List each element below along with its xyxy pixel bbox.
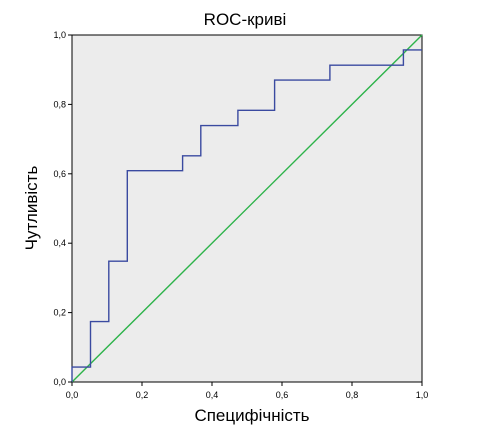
x-tick-label: 0,4 — [206, 390, 219, 400]
roc-curve-line — [71, 49, 422, 382]
y-axis-title: Чутливість — [22, 166, 41, 251]
x-axis-title: Специфічність — [194, 406, 309, 425]
x-tick-label: 0,6 — [276, 390, 289, 400]
x-tick-label: 1,0 — [416, 390, 429, 400]
x-tick-label: 0,8 — [346, 390, 359, 400]
y-tick-label: 1,0 — [53, 30, 66, 40]
reference-diagonal-line — [71, 34, 423, 383]
x-tick-label: 0,2 — [136, 390, 149, 400]
y-axis: 0,0 0,2 0,4 0,6 0,8 1,0 — [53, 30, 72, 387]
chart-title: ROC-криві — [204, 10, 287, 29]
series-layer — [71, 34, 423, 383]
y-tick-label: 0,2 — [53, 308, 66, 318]
y-tick-label: 0,6 — [53, 169, 66, 179]
y-tick-label: 0,8 — [53, 99, 66, 109]
x-tick-label: 0,0 — [66, 390, 79, 400]
x-axis: 0,0 0,2 0,4 0,6 0,8 1,0 — [66, 382, 429, 400]
y-tick-label: 0,4 — [53, 238, 66, 248]
y-tick-label: 0,0 — [53, 377, 66, 387]
